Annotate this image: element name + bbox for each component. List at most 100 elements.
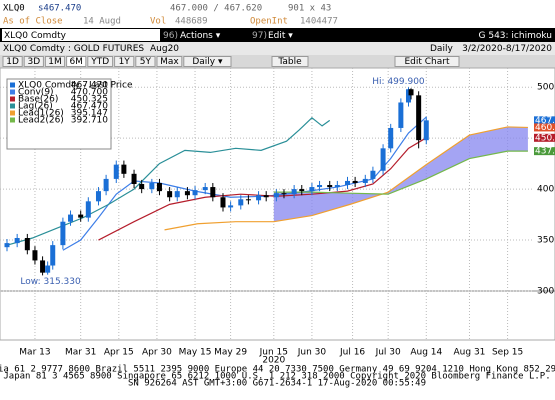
period: Daily <box>430 44 453 54</box>
candle-body <box>273 193 279 198</box>
candle-body <box>202 187 208 191</box>
size: 901 x 43 <box>288 4 331 14</box>
candle-body <box>156 182 162 192</box>
legend-swatch <box>10 110 15 116</box>
date-range: 3/2/2020-8/17/2020 <box>462 44 552 54</box>
price-box <box>534 133 555 142</box>
candle-body <box>174 191 180 198</box>
actions-num: 96) <box>163 31 178 41</box>
line <box>164 126 528 231</box>
button-label[interactable]: Max <box>160 57 179 67</box>
legend <box>6 78 112 150</box>
candle-body <box>24 238 30 251</box>
button-label[interactable]: YTD <box>90 57 109 67</box>
cloud <box>273 126 528 222</box>
button[interactable] <box>44 56 66 67</box>
oi-label: OpenInt <box>250 17 288 27</box>
candle-body <box>78 214 84 218</box>
last-price: s467.470 <box>38 4 81 14</box>
candle-body <box>184 191 190 196</box>
candle-body <box>113 164 119 179</box>
security: XLQ0 Comdty <box>4 31 67 41</box>
candle-body <box>362 178 368 183</box>
candle-body <box>228 205 234 208</box>
legend-name: Conv(9) <box>18 88 54 98</box>
button-label[interactable]: 1M <box>48 57 62 67</box>
edit-num: 97) <box>252 31 267 41</box>
y-tick-label: 400 <box>537 185 554 195</box>
button[interactable] <box>183 56 232 67</box>
security-input[interactable] <box>2 29 160 41</box>
candle-body <box>14 238 20 244</box>
footer-line: Japan 81 3 4565 8900 Singapore 65 6212 1… <box>3 372 550 382</box>
button[interactable] <box>135 56 156 67</box>
x-tick-label: Jul 16 <box>339 348 365 358</box>
candle-body <box>263 195 269 198</box>
candle-body <box>45 265 51 273</box>
x-tick-label: Apr 30 <box>142 348 172 358</box>
candle-body <box>210 187 216 198</box>
candle-body <box>327 185 333 188</box>
x-tick-label: May 15 <box>179 348 212 358</box>
button[interactable] <box>156 56 183 67</box>
candle-body <box>423 120 429 141</box>
annotation: Low: 315.330 <box>20 277 81 287</box>
legend-name: Lag(26) <box>18 102 53 112</box>
button-label[interactable]: 5Y <box>140 57 152 67</box>
candle-body <box>388 127 394 149</box>
legend-swatch <box>10 89 15 95</box>
candle-body <box>121 164 127 174</box>
candle-body <box>370 170 376 179</box>
button[interactable] <box>394 56 460 67</box>
x-tick-label: Jul 30 <box>375 348 401 358</box>
legend-name: Base(26) <box>18 95 58 105</box>
candle-body <box>317 185 323 188</box>
candle-body <box>167 191 173 198</box>
button-label[interactable]: Table <box>277 57 302 67</box>
edit[interactable]: Edit ▾ <box>268 31 293 41</box>
candle-body <box>238 199 244 206</box>
legend-value: 450.325 <box>71 95 108 105</box>
x-tick-label: Jun 15 <box>259 348 288 358</box>
legend-value: 467.470 <box>71 102 108 112</box>
candle-body <box>416 95 422 141</box>
legend-value: 395.147 <box>71 109 108 119</box>
price-box <box>534 147 555 156</box>
candle-body <box>131 173 137 184</box>
vol-label: Vol <box>150 17 166 27</box>
x-tick-label: Aug 14 <box>410 348 442 358</box>
actions[interactable]: Actions ▾ <box>180 31 221 41</box>
oi: 1404477 <box>300 17 338 27</box>
price-box <box>534 123 555 132</box>
candle-body <box>380 148 386 171</box>
candle-body <box>291 189 297 195</box>
as-of: As of Close <box>3 17 63 27</box>
price-label: 460.515 <box>535 123 555 133</box>
button-label[interactable]: Daily ▾ <box>192 57 223 67</box>
footer-line: SN 926264 AST GMT+3:00 G671-2634-1 17-Au… <box>128 379 426 389</box>
legend-value: 470.700 <box>71 88 108 98</box>
button[interactable] <box>271 56 309 67</box>
button[interactable] <box>23 56 44 67</box>
candle-body <box>40 260 46 273</box>
price-label: 450.325 <box>535 133 555 143</box>
button[interactable] <box>2 56 23 67</box>
candle-body <box>352 180 358 183</box>
button-label[interactable]: 6M <box>69 57 83 67</box>
button-label[interactable]: Edit Chart <box>404 57 449 67</box>
footer-line: Australia 61 2 9777 8600 Brazil 5511 239… <box>0 365 555 375</box>
x-tick-label: May 29 <box>214 348 247 358</box>
button[interactable] <box>87 56 114 67</box>
x-tick-label: Apr 15 <box>104 348 134 358</box>
annotation: Hi: 499.900 <box>372 77 425 87</box>
candle-body <box>408 89 414 96</box>
button[interactable] <box>66 56 87 67</box>
button-label[interactable]: 1Y <box>119 57 131 67</box>
candle-body <box>245 199 251 201</box>
legend-swatch <box>10 82 15 88</box>
candle-body <box>149 182 155 190</box>
button-label[interactable]: 3D <box>27 57 40 67</box>
button-label[interactable]: 1D <box>6 57 19 67</box>
button[interactable] <box>114 56 135 67</box>
